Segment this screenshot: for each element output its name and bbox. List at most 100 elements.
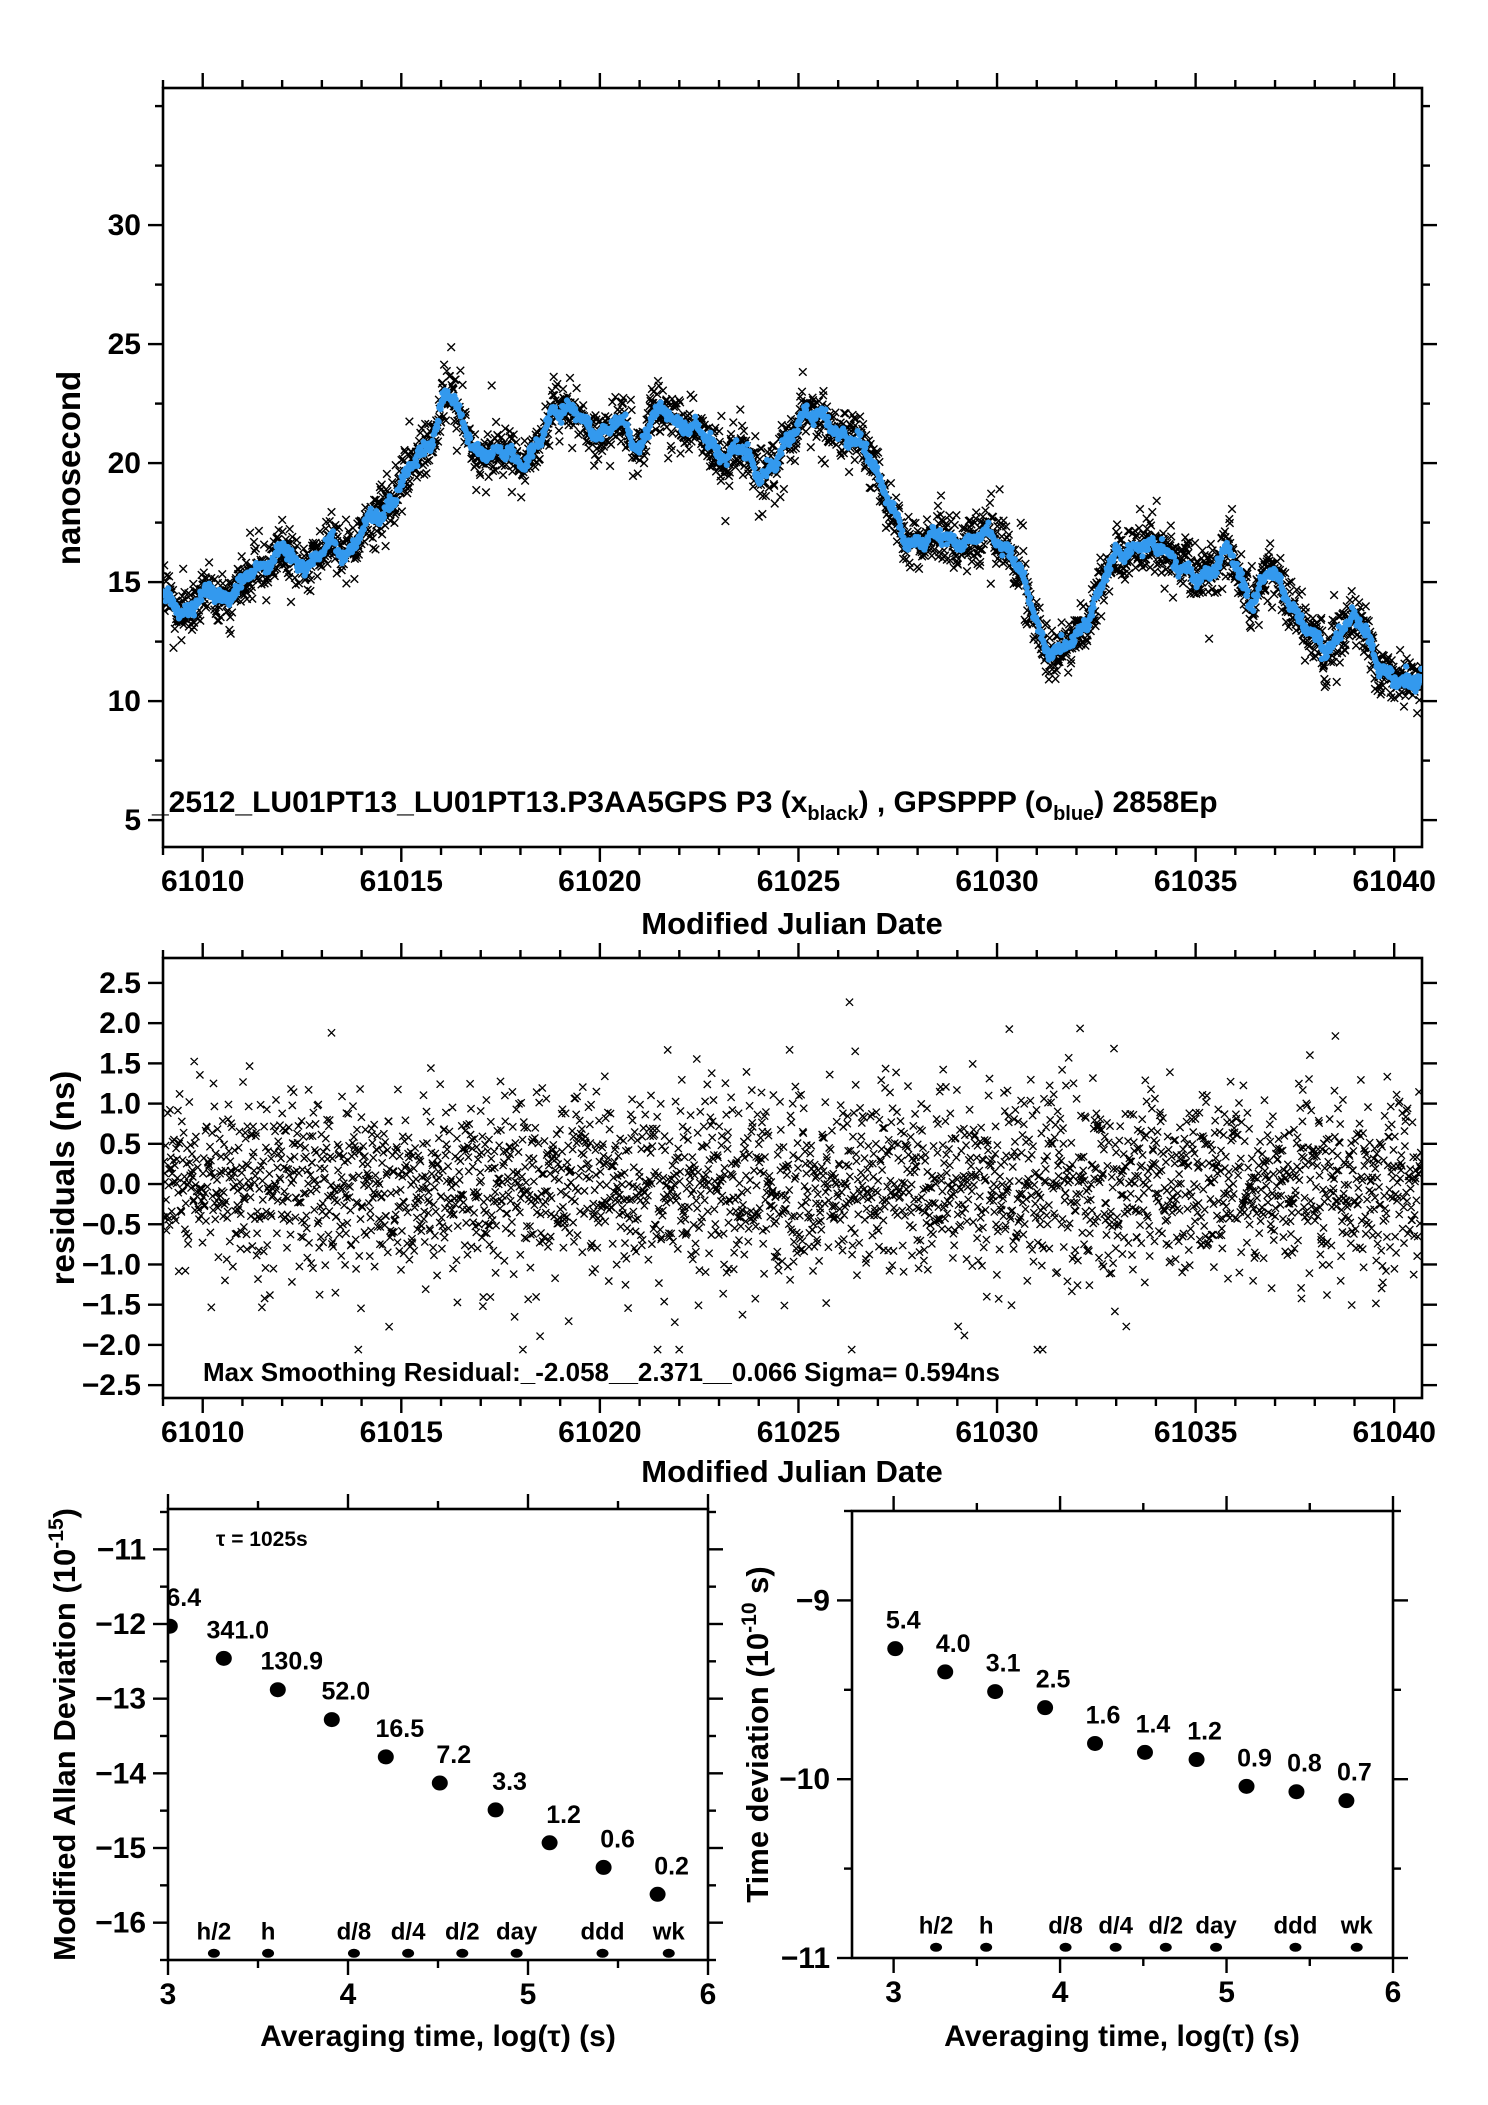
- y-tick-label: −11: [97, 1533, 146, 1566]
- point-value-label: 0.2: [654, 1852, 689, 1880]
- tau-marker-dot: [662, 1948, 675, 1958]
- tau-marker-dot: [456, 1948, 469, 1958]
- data-point: [937, 1664, 954, 1680]
- tau-marker-label: h/2: [197, 1918, 232, 1945]
- tick-marks: [837, 1496, 1408, 1973]
- tau-marker-label: d/2: [1148, 1912, 1183, 1939]
- x-tick-label: 61040: [1352, 865, 1435, 898]
- data-point: [887, 1641, 904, 1657]
- y-tick-label: 25: [108, 328, 141, 361]
- y-tick-label: 2.5: [99, 967, 141, 1000]
- gpsppp-scatter: [163, 387, 1422, 695]
- data-point: [541, 1835, 558, 1851]
- tick-labels: 61010 61015 61020 61025 61030 61035 61040 −2.5 −…: [82, 967, 1436, 1449]
- tau-marker-label: ddd: [1273, 1912, 1317, 1939]
- data-point: [595, 1859, 612, 1875]
- point-value-label: 5.4: [886, 1607, 921, 1635]
- y-tick-label: −1.0: [82, 1248, 141, 1281]
- panel-time-deviation: 3 4 5 6 −11 −10 −9 5.4 4.0 3.1 2.5 1.6 1.4 1.2 0.9 0.8 0…: [738, 1496, 1408, 2009]
- y-tick-label: 0.0: [99, 1168, 141, 1201]
- tau-marker-label: h/2: [919, 1912, 954, 1939]
- bl-y-axis-title: Modified Allan Deviation (10-15): [45, 1508, 82, 1961]
- point-value-label: 0.6: [600, 1825, 635, 1853]
- point-value-label: 7.2: [436, 1741, 471, 1769]
- top-y-axis-title: nanosecond: [50, 371, 87, 565]
- gps-p3-scatter: [163, 342, 1422, 718]
- y-tick-label: −10: [779, 1763, 830, 1796]
- point-value-label: 16.5: [375, 1715, 424, 1743]
- plot-frame: [166, 1507, 710, 1962]
- tau-marker-dot: [1059, 1942, 1072, 1952]
- br-x-axis-title: Averaging time, log(τ) (s): [944, 2020, 1300, 2053]
- data-point: [323, 1712, 340, 1728]
- tau-marker-dot: [347, 1948, 360, 1958]
- point-value-label: 4.0: [936, 1630, 971, 1658]
- y-tick-label: 15: [108, 566, 141, 599]
- data-point: [215, 1650, 232, 1666]
- point-value-label: 3.1: [986, 1650, 1021, 1678]
- tau-marker-dot: [980, 1942, 993, 1952]
- x-tick-label: 61015: [360, 865, 443, 898]
- panel-gps-time-series: 61010 61015 61020 61025 61030 61035 61040 5 10 15…: [108, 73, 1437, 898]
- tau-marker-dot: [402, 1948, 415, 1958]
- point-value-label: 1.2: [546, 1801, 581, 1829]
- tau-marker-dot: [207, 1948, 220, 1958]
- x-tick-label: 3: [885, 1976, 902, 2009]
- tick-marks: [148, 73, 1437, 862]
- tau-marker-dot: [1159, 1942, 1172, 1952]
- point-value-label: 341.0: [207, 1616, 270, 1644]
- data-point: [987, 1684, 1004, 1700]
- tau-marker-label: wk: [1340, 1912, 1374, 1939]
- x-tick-label: 61040: [1352, 1416, 1435, 1449]
- x-tick-label: 61020: [558, 865, 641, 898]
- data-point: [1136, 1744, 1153, 1760]
- panel-residuals: 61010 61015 61020 61025 61030 61035 61040 −2.5 −…: [82, 943, 1437, 1449]
- tau-marker-dot: [1350, 1942, 1363, 1952]
- tau-marker-label: ddd: [581, 1918, 625, 1945]
- plot-frame: [161, 86, 1424, 849]
- data-point: [1338, 1793, 1355, 1809]
- tau-marker-dot: [1109, 1942, 1122, 1952]
- x-tick-label: 61035: [1154, 1416, 1237, 1449]
- data-point: [1037, 1700, 1054, 1716]
- y-tick-label: 0.5: [99, 1128, 141, 1161]
- data-point: [168, 1618, 178, 1634]
- tau-marker-label: d/8: [1048, 1912, 1083, 1939]
- data-point: [649, 1886, 666, 1902]
- plot-frame: [850, 1509, 1395, 1960]
- x-tick-label: 61020: [558, 1416, 641, 1449]
- x-tick-label: 61010: [161, 1416, 244, 1449]
- tick-labels: 3 4 5 6 −16 −15 −14 −13 −12 −11: [95, 1533, 716, 2011]
- y-tick-label: −15: [95, 1832, 146, 1865]
- tick-marks: [148, 943, 1437, 1413]
- tau-marker-dot: [1289, 1942, 1302, 1952]
- data-point: [377, 1749, 394, 1765]
- y-tick-label: 1.5: [99, 1047, 141, 1080]
- panel-modified-allan-deviation: 3 4 5 6−16−15−14−13−12−116.4341.0130.952.01…: [45, 1494, 723, 2011]
- x-tick-label: 61015: [360, 1416, 443, 1449]
- tau-marker-dot: [1210, 1942, 1223, 1952]
- point-value-label: 130.9: [261, 1648, 324, 1676]
- tau-marker-dot: [596, 1948, 609, 1958]
- data-point: [431, 1775, 448, 1791]
- x-tick-label: 61025: [757, 865, 840, 898]
- x-tick-label: 3: [160, 1978, 177, 2011]
- point-value-label: 1.6: [1086, 1701, 1121, 1729]
- tau-marker-dot: [510, 1948, 523, 1958]
- point-value-label: 2.5: [1036, 1666, 1071, 1694]
- tau-marker-label: day: [1195, 1912, 1237, 1939]
- tau-marker-label: d/8: [337, 1918, 372, 1945]
- point-value-label: 0.8: [1287, 1750, 1322, 1778]
- y-tick-label: −13: [95, 1683, 146, 1716]
- tau-marker-label: d/4: [1098, 1912, 1133, 1939]
- data-point: [1087, 1735, 1104, 1751]
- tau-marker-dot: [930, 1942, 943, 1952]
- top-x-axis-title: Modified Julian Date: [641, 906, 942, 941]
- y-tick-label: 30: [108, 209, 141, 242]
- y-tick-label: −16: [95, 1907, 146, 1940]
- tau-marker-label: day: [496, 1918, 538, 1945]
- x-tick-label: 61030: [955, 865, 1038, 898]
- data-point: [1288, 1784, 1305, 1800]
